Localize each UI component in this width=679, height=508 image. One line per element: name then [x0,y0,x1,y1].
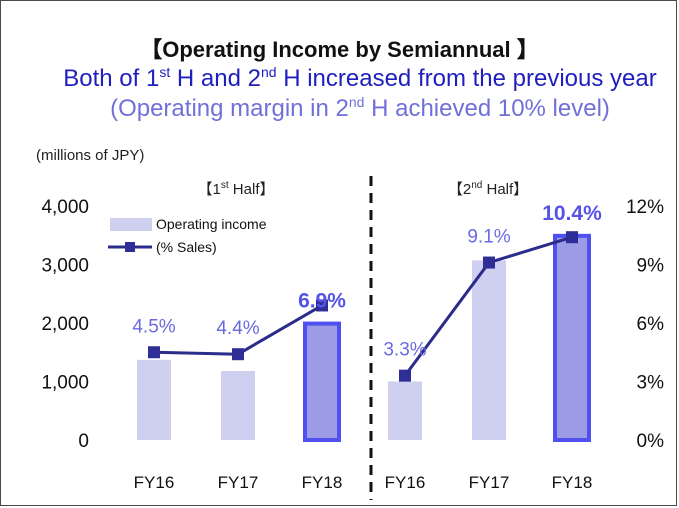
line-series [148,231,578,382]
y-left-tick-label: 1,000 [41,373,89,394]
y-left-tick-label: 0 [78,431,89,452]
x-category-label: FY17 [469,473,510,492]
y-right-tick-label: 3% [637,373,665,394]
x-axis-categories: FY16 FY17 FY18 FY16 FY17 FY18 [134,473,593,492]
margin-data-label: 4.4% [216,318,259,339]
data-labels: 4.5% 4.4% 6.9% 3.3% 9.1% 10.4% [132,202,602,361]
bar-fy17-second-half [472,260,506,440]
margin-data-label: 4.5% [132,316,175,337]
margin-point [316,299,328,312]
y-left-tick-label: 2,000 [41,314,89,335]
bar-fy16-second-half [388,381,422,440]
slide-subtitle: Both of 1st H and 2nd H increased from t… [63,64,657,122]
x-category-label: FY18 [552,473,593,492]
margin-point [483,256,495,269]
y-left-tick-label: 3,000 [41,256,89,277]
y-right-tick-label: 6% [637,314,665,335]
legend-bar-label: Operating income [156,216,267,232]
bar-fy18-second-half [553,233,591,442]
y-left-tick-label: 4,000 [41,197,89,218]
y-right-tick-label: 0% [637,431,665,452]
margin-data-label: 10.4% [542,202,602,225]
margin-point [232,348,244,361]
margin-point [566,231,578,244]
bar-fy18-first-half [303,321,341,442]
y-axis-right: 0% 3% 6% 9% 12% [626,197,664,452]
x-category-label: FY16 [385,473,426,492]
y-axis-left: 0 1,000 2,000 3,000 4,000 [41,197,89,452]
x-category-label: FY17 [218,473,259,492]
y-right-tick-label: 12% [626,197,664,218]
margin-point [399,369,411,382]
y-right-tick-label: 9% [637,256,665,277]
bar-fy16-first-half [137,359,171,440]
legend-line-label: (% Sales) [156,239,217,255]
margin-data-label: 9.1% [467,227,510,248]
x-category-label: FY18 [302,473,343,492]
margin-data-label: 6.9% [298,290,346,313]
unit-label: (millions of JPY) [36,147,144,164]
bar-fy17-first-half [221,370,255,440]
margin-data-label: 3.3% [383,340,426,361]
legend: Operating income (% Sales) [108,216,267,255]
slide-title: 【Operating Income by Semiannual 】 [140,37,539,62]
margin-point [148,346,160,359]
legend-bar-swatch [110,218,152,231]
group-label-second-half: 【2nd Half】 [448,180,528,198]
group-label-first-half: 【1st Half】 [198,180,275,198]
x-category-label: FY16 [134,473,175,492]
bar-series [137,233,591,442]
legend-line-marker [125,242,135,252]
